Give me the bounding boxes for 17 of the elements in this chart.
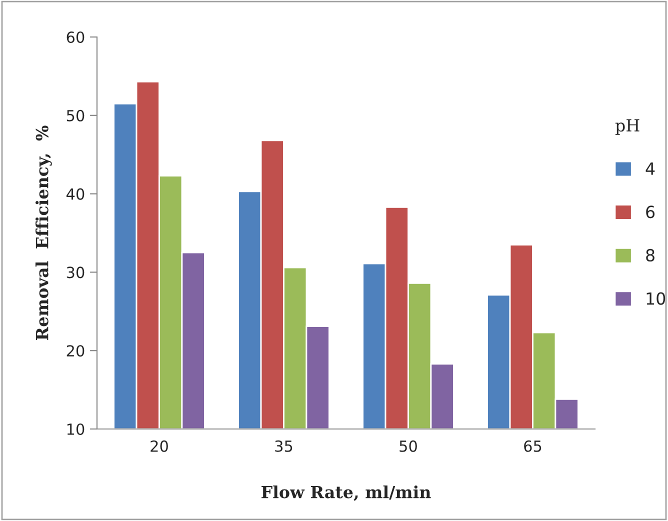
y-axis-title: Removal Efficiency, % bbox=[35, 126, 52, 340]
x-tick-label: 35 bbox=[275, 440, 292, 452]
x-tick-label: 20 bbox=[150, 440, 168, 452]
legend-label: 4 bbox=[646, 162, 655, 175]
y-tick-label: 40 bbox=[66, 188, 84, 200]
legend-label: 8 bbox=[646, 248, 654, 262]
legend-label: 6 bbox=[646, 206, 655, 218]
legend-label: 10 bbox=[646, 292, 666, 305]
legend-title: pH bbox=[615, 119, 640, 135]
x-tick-label: 65 bbox=[524, 440, 542, 452]
y-tick-label: 50 bbox=[66, 110, 84, 122]
y-tick-label: 20 bbox=[66, 345, 84, 357]
y-tick-label: 60 bbox=[66, 31, 84, 44]
y-tick-label: 30 bbox=[66, 266, 84, 278]
x-tick-label: 50 bbox=[400, 440, 417, 452]
y-tick-label: 10 bbox=[67, 423, 84, 436]
x-axis-title: Flow Rate, ml/min bbox=[262, 485, 431, 501]
